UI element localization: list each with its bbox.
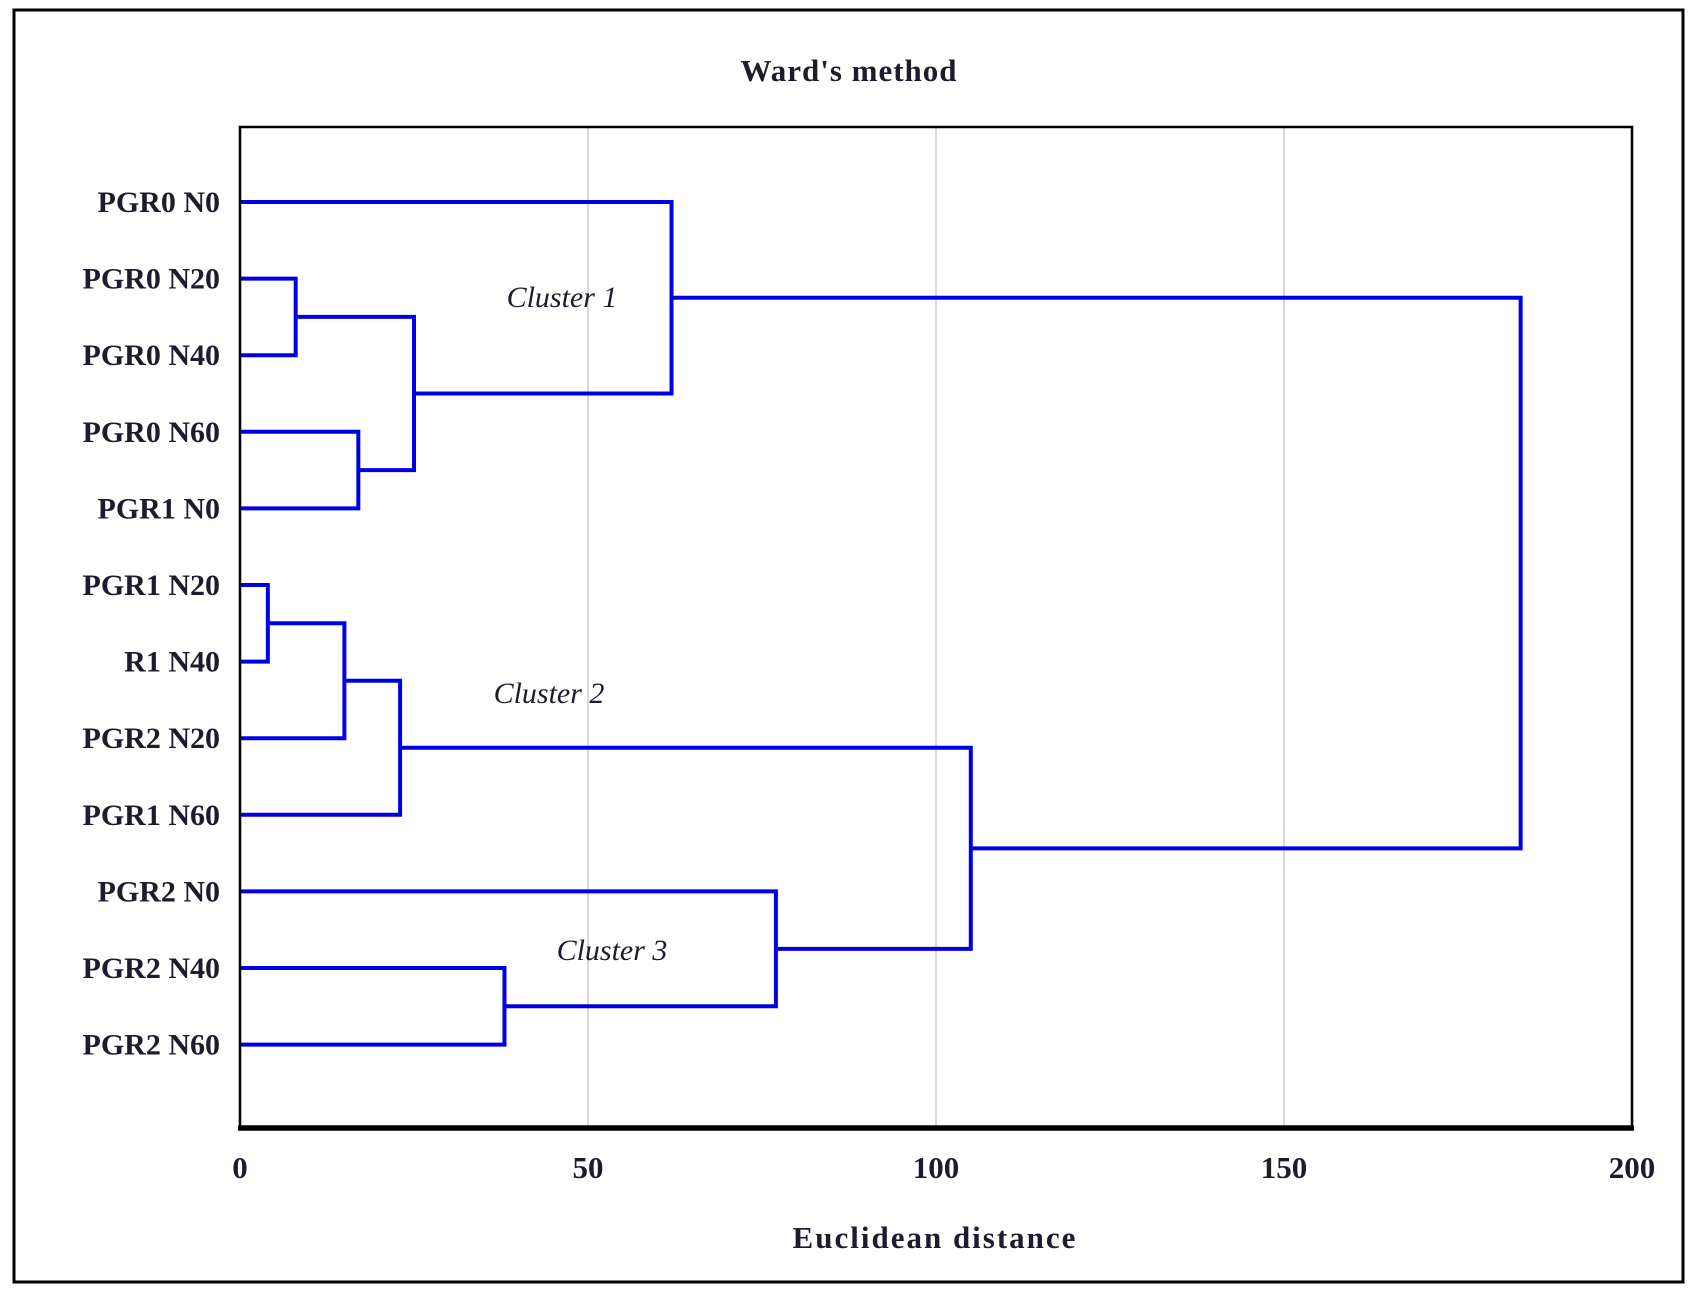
leaf-labels-group: PGR0 N0 PGR0 N20 PGR0 N40 PGR0 N60 PGR1 N0 PG… (83, 186, 221, 1062)
x-axis-title: Euclidean distance (793, 1220, 1078, 1255)
leaf-label: PGR2 N0 (98, 875, 221, 908)
x-tick-label: 0 (232, 1150, 248, 1185)
x-tick-label: 200 (1609, 1150, 1656, 1185)
leaf-label: PGR0 N40 (83, 339, 221, 372)
figure-border (12, 8, 1685, 1284)
cluster-annotation: Cluster 2 (494, 677, 605, 710)
cluster-annotation: Cluster 3 (557, 934, 668, 967)
x-tick-label: 50 (573, 1150, 604, 1185)
leaf-label: PGR1 N20 (83, 569, 221, 602)
x-tick-label: 150 (1261, 1150, 1308, 1185)
leaf-label: R1 N40 (124, 646, 220, 679)
leaf-label: PGR0 N0 (98, 186, 221, 219)
x-tick-label: 100 (913, 1150, 960, 1185)
dendrogram-link (671, 295, 1523, 851)
leaf-label: PGR2 N20 (83, 722, 221, 755)
leaf-label: PGR0 N60 (83, 416, 221, 449)
leaf-label: PGR2 N40 (83, 952, 221, 985)
leaf-label: PGR2 N60 (83, 1029, 221, 1062)
leaf-label: PGR1 N60 (83, 799, 221, 832)
dendrogram-links-group (240, 200, 1523, 1047)
cluster-annotation: Cluster 1 (507, 281, 618, 314)
cluster-annotations-group: Cluster 1 Cluster 2 Cluster 3 (494, 281, 668, 967)
x-tick-labels-group: 0 50 100 150 200 (232, 1150, 1655, 1185)
chart-title: Ward's method (740, 53, 957, 88)
leaf-label: PGR1 N0 (98, 492, 221, 525)
gridlines-group (587, 128, 1285, 1126)
leaf-label: PGR0 N20 (83, 263, 221, 296)
